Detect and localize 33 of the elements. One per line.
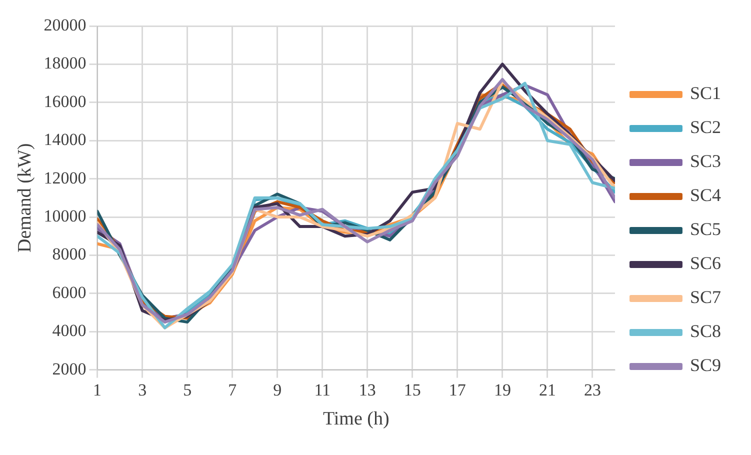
y-tick-label: 20000 [44, 15, 86, 34]
y-axis-title: Demand (kW) [14, 143, 36, 253]
legend-label: SC5 [690, 219, 722, 240]
x-tick-label: 13 [358, 380, 376, 400]
y-tick-label: 18000 [44, 54, 86, 73]
legend-label: SC8 [690, 321, 722, 342]
y-tick-label: 8000 [52, 244, 86, 264]
x-tick-label: 17 [448, 380, 466, 400]
legend-label: SC9 [690, 355, 722, 376]
y-tick-label: 12000 [44, 168, 86, 188]
y-tick-label: 6000 [52, 282, 86, 302]
y-tick-label: 2000 [52, 359, 86, 378]
x-tick-label: 9 [273, 380, 282, 400]
legend-label: SC4 [690, 185, 722, 206]
x-tick-label: 19 [494, 380, 511, 400]
y-tick-label: 16000 [44, 92, 86, 111]
legend-label: SC7 [690, 287, 722, 308]
x-tick-label: 15 [404, 380, 421, 400]
x-tick-label: 3 [138, 380, 147, 400]
x-tick-label: 5 [183, 380, 192, 400]
y-tick-label: 4000 [52, 321, 86, 340]
y-tick-label: 14000 [44, 130, 86, 150]
x-tick-label: 11 [314, 380, 331, 400]
legend-label: SC3 [690, 151, 722, 172]
x-tick-label: 1 [93, 380, 102, 400]
x-tick-label: 21 [538, 380, 556, 400]
x-axis-title: Time (h) [322, 408, 390, 430]
legend-label: SC6 [690, 253, 722, 274]
y-tick-label: 10000 [44, 206, 86, 226]
legend-label: SC2 [690, 117, 722, 138]
x-tick-label: 7 [228, 380, 238, 400]
x-tick-label: 23 [584, 380, 601, 400]
legend-label: SC1 [690, 83, 722, 104]
